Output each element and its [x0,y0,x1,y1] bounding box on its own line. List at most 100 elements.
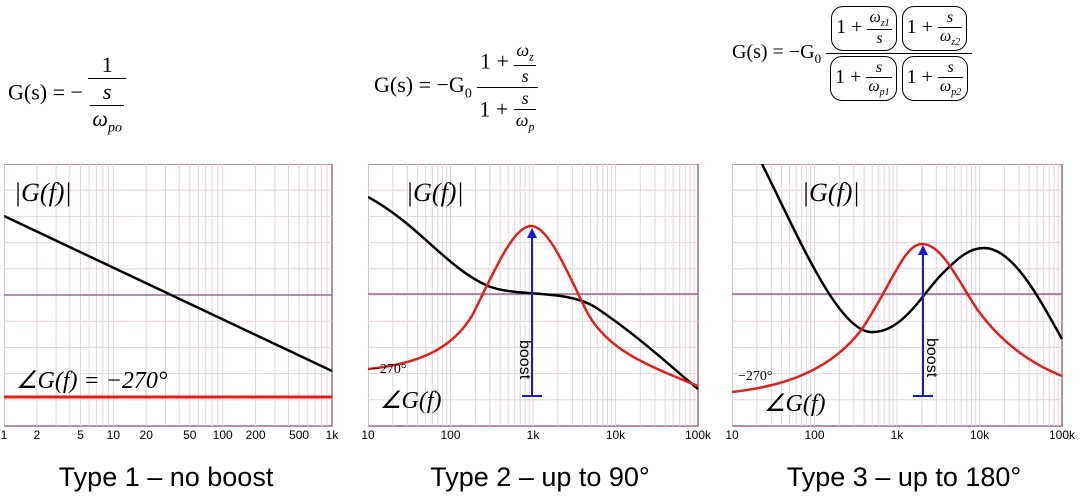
one-plus: 1 + [906,66,933,89]
type1-plot [4,164,333,427]
x-tick-label: 100k [684,428,712,442]
x-tick-label: 20 [139,428,153,442]
omega-subscript: z [529,49,534,64]
x-tick-label: 10k [969,428,990,442]
one-plus: 1 + [836,16,863,39]
type3-term-z1: 1 + ωz1 s [831,6,897,52]
type2-num-frac-den: s [521,65,529,86]
x-tick-label: 1k [526,428,540,442]
type3-eq-lhs-text: G(s) = −G [732,41,815,64]
type1-caption: Type 1 – no boost [58,462,274,492]
type2-den-one: 1 + [479,95,509,121]
x-tick-label: 50 [183,428,197,442]
type3-eq-lhs: G(s) = −G0 [732,41,822,67]
x-tick-label: 1k [325,428,339,442]
type1-eq-den-num: s [90,79,124,106]
p2-frac-den: ωp2 [938,78,963,98]
x-tick-label: 100 [804,428,825,442]
boost-arrow-head [527,228,537,238]
g0-subscript: 0 [814,51,822,67]
type2-phase-label: ∠G(f) [380,388,442,414]
omega-symbol: ω [868,78,880,96]
x-tick-label: 100k [1048,428,1076,442]
z1-frac-den: s [876,30,883,48]
type3-term-z2: 1 + s ωz2 [901,6,968,52]
type3-term-p2: 1 + s ωp2 [901,56,969,102]
type3-caption: Type 3 – up to 180° [786,462,1022,492]
omega-symbol: ω [516,40,530,60]
omega-symbol: ω [515,109,529,130]
type3-plot [732,164,1064,427]
type1-eq-den: s ωpo [88,79,126,136]
one-plus: 1 + [906,16,933,39]
magnitude-curve [4,214,333,373]
type1-phase-label: ∠G(f) = −270° [16,368,168,394]
omega-subscript: z2 [951,37,961,49]
one-plus: 1 + [835,66,862,89]
magnitude-curve [760,164,1064,340]
omega-symbol: ω [939,28,952,45]
type2-equation: G(s) = −G0 1 + ωz s 1 + s ωp [374,40,539,135]
type2-eq-fraction: 1 + ωz s 1 + s ωp [477,40,539,135]
z2-frac-num: s [937,9,963,28]
type2-caption: Type 2 – up to 90° [430,462,650,492]
omega-subscript: p2 [951,87,962,99]
type2-den-fraction: s ωp [513,88,537,135]
x-tick-label: 200 [245,428,266,442]
z1-frac-num: ωz1 [867,9,892,31]
type3-eq-numerator: 1 + ωz1 s 1 + s ωz2 [826,4,973,55]
omega-subscript: p1 [879,87,890,99]
phase-curve [732,242,1063,394]
omega-subscript: p [528,119,535,134]
type3-boost-label: boost [923,338,940,378]
x-tick-label: 5 [77,428,84,442]
boost-arrow-head [918,245,928,255]
type1-panel: G(s) = − 1 s ωpo |G(f)| ∠G(f) = −270° 1 2… [0,0,340,502]
x-tick-label: 10k [605,428,626,442]
type3-eq-fraction: 1 + ωz1 s 1 + s ωz2 1 + [826,4,973,103]
type2-boost-label: boost [516,340,533,380]
omega-symbol: ω [869,9,881,26]
x-tick-label: 2 [33,428,41,442]
type2-eq-denominator: 1 + s ωp [477,88,538,135]
x-tick-label: 1k [890,428,904,442]
p1-frac-num: s [866,59,892,79]
omega-subscript: z1 [880,18,890,30]
omega-symbol: ω [939,78,952,96]
type2-eq-lhs-text: G(s) = −G [374,72,465,98]
omega-symbol: ω [92,106,108,131]
type2-plot [368,164,699,427]
x-tick-label: 10 [361,428,375,442]
type3-phase-label: ∠G(f) [764,391,826,417]
type1-eq-inner-fraction: s ωpo [90,79,124,136]
z2-frac-den: ωz2 [938,28,962,48]
type1-eq-den-den: ωpo [90,106,124,136]
type3-panel: G(s) = −G0 1 + ωz1 s 1 + s ωz2 [724,0,1080,502]
type1-eq-lhs: G(s) = − [8,79,83,105]
type2-eq-lhs: G(s) = −G0 [374,72,472,101]
type2-mag-label: |G(f)| [406,178,464,207]
type1-equation: G(s) = − 1 s ωpo [8,52,126,136]
type2-den-frac-den: ωp [514,110,537,135]
omega-subscript: po [107,120,122,136]
type2-num-fraction: ωz s [514,40,536,87]
x-tick-label: 100 [212,428,233,442]
type1-eq-fraction: 1 s ωpo [88,52,126,136]
x-tick-label: 1 [0,428,8,442]
type2-num-frac-num: ωz [514,40,536,66]
x-tick-label: 100 [440,428,461,442]
type3-equation: G(s) = −G0 1 + ωz1 s 1 + s ωz2 [732,4,973,103]
z2-fraction: s ωz2 [937,9,963,48]
p2-fraction: s ωp2 [937,59,964,98]
g0-subscript: 0 [464,86,472,102]
type3-phase-ref: −270° [738,369,773,384]
p1-fraction: s ωp1 [866,59,892,99]
type2-eq-numerator: 1 + ωz s [477,40,539,88]
type3-mag-label: |G(f)| [802,178,860,207]
type2-num-one: 1 + [479,48,509,74]
x-tick-label: 500 [289,428,310,442]
x-tick-label: 10 [725,428,739,442]
type3-term-p1: 1 + s ωp1 [830,56,897,102]
type2-phase-ref: −270° [372,362,407,377]
type2-den-frac-num: s [513,88,537,110]
